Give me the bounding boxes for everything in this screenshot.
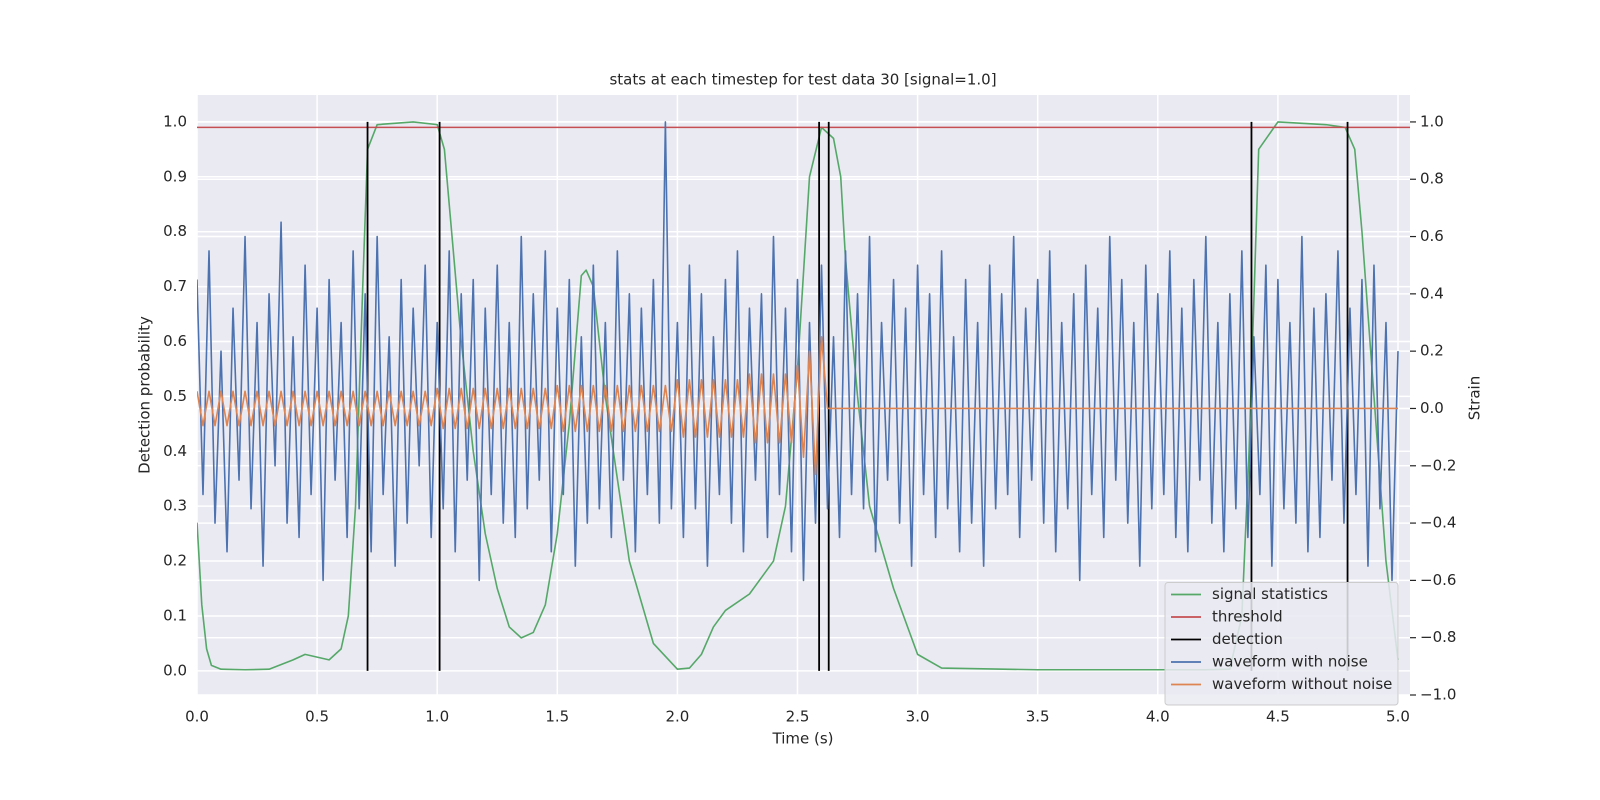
x-tick-label: 1.0: [425, 708, 449, 726]
y-tick-label: 0.1: [163, 606, 187, 624]
y2-tick-label: 0.6: [1420, 227, 1444, 245]
legend: signal statistics threshold detection wavef…: [1164, 582, 1399, 706]
legend-label: signal statistics: [1212, 585, 1328, 603]
y2-tick-label: −0.2: [1420, 456, 1456, 474]
y2-tick-label: 0.2: [1420, 342, 1444, 360]
series-layer: [197, 121, 1410, 671]
y2-tick-label: −0.6: [1420, 571, 1456, 589]
y-tick-label: 0.5: [163, 387, 187, 405]
series-line: [197, 121, 1399, 582]
chart-title: stats at each timestep for test data 30 …: [609, 71, 996, 89]
y-tick-label: 0.7: [163, 277, 187, 295]
legend-label: threshold: [1212, 608, 1283, 626]
x-tick-label: 3.0: [906, 708, 930, 726]
legend-label: detection: [1212, 630, 1283, 648]
y-tick-label: 0.8: [163, 222, 187, 240]
y2-tick-label: 0.4: [1420, 284, 1444, 302]
y-axis-label: Detection probability: [136, 316, 154, 474]
y2-tick-label: −0.8: [1420, 628, 1456, 646]
y-tick-label: 0.6: [163, 332, 187, 350]
y-tick-label: 0.2: [163, 552, 187, 570]
x-tick-label: 1.5: [545, 708, 569, 726]
y-tick-label: 0.4: [163, 442, 187, 460]
y-tick-label: 0.0: [163, 661, 187, 679]
y-tick-label: 1.0: [163, 112, 187, 130]
legend-label: waveform with noise: [1212, 653, 1368, 671]
y2-tick-label: −0.4: [1420, 514, 1456, 532]
x-tick-label: 4.5: [1266, 708, 1290, 726]
x-tick-label: 3.5: [1026, 708, 1050, 726]
x-tick-label: 5.0: [1386, 708, 1410, 726]
y2-tick-label: −1.0: [1420, 686, 1456, 704]
y-tick-label: 0.9: [163, 167, 187, 185]
x-tick-label: 2.5: [786, 708, 810, 726]
x-tick-label: 4.0: [1146, 708, 1170, 726]
y2-tick-label: 0.8: [1420, 170, 1444, 188]
legend-label: waveform without noise: [1212, 675, 1392, 693]
x-tick-label: 2.0: [665, 708, 689, 726]
y2-tick-label: 1.0: [1420, 112, 1444, 130]
y2-tick-label: 0.0: [1420, 399, 1444, 417]
y-tick-label: 0.3: [163, 497, 187, 515]
x-axis-label: Time (s): [772, 730, 834, 748]
legend-box: [1164, 582, 1399, 706]
x-tick-label: 0.5: [305, 708, 329, 726]
series-line: [197, 336, 1398, 476]
x-tick-label: 0.0: [185, 708, 209, 726]
y2-axis-label: Strain: [1466, 376, 1484, 420]
